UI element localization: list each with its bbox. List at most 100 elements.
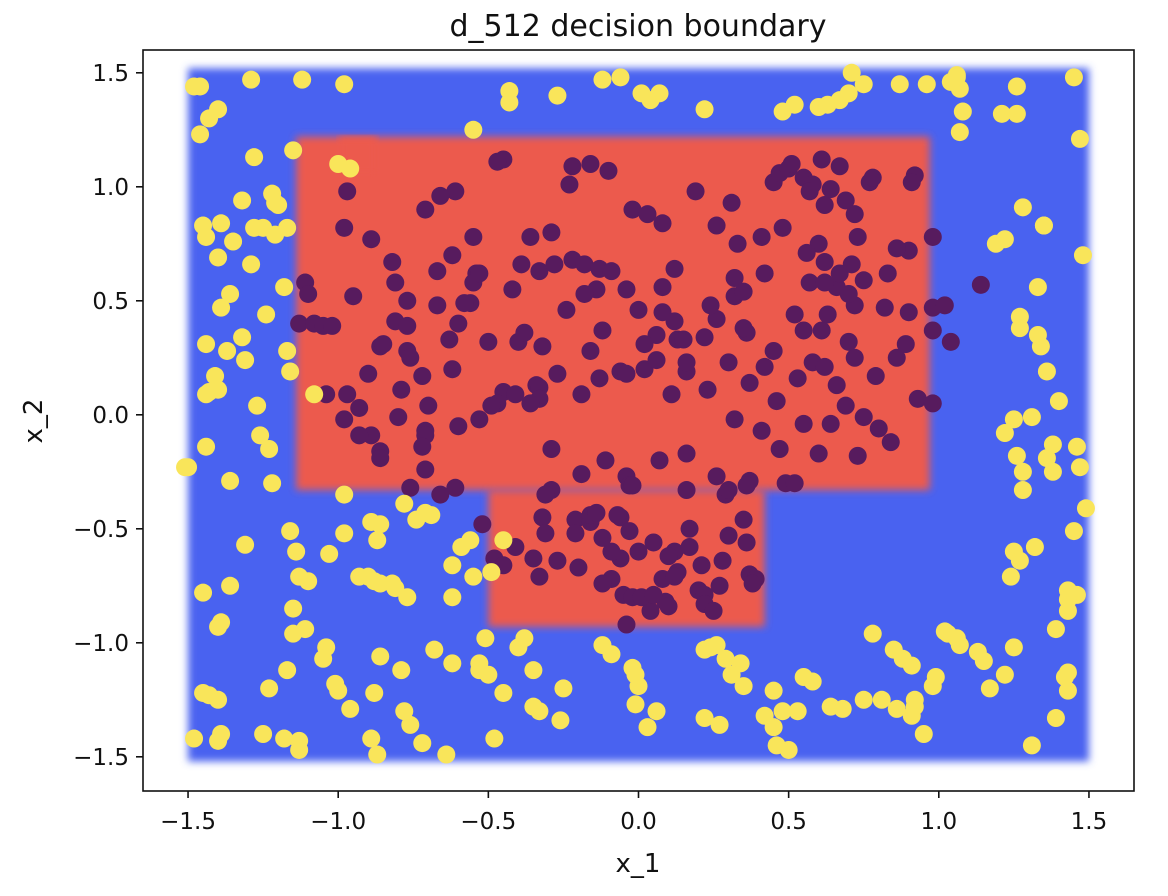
point-outer: [392, 661, 411, 680]
point-inner: [542, 440, 561, 458]
point-inner: [878, 264, 897, 283]
point-inner: [446, 182, 465, 201]
point-outer: [248, 396, 267, 415]
point-inner: [479, 332, 498, 351]
point-outer: [611, 68, 630, 87]
point-inner: [590, 369, 609, 388]
point-inner: [899, 303, 918, 322]
point-inner: [593, 528, 612, 547]
point-inner: [896, 335, 915, 354]
point-outer: [212, 298, 231, 317]
point-inner: [593, 574, 612, 593]
point-inner: [470, 410, 489, 429]
point-inner: [521, 227, 540, 246]
point-outer: [464, 120, 483, 139]
point-outer: [1007, 104, 1026, 123]
point-inner: [413, 367, 432, 386]
point-outer: [209, 617, 228, 636]
point-outer: [482, 563, 501, 582]
point-outer: [1028, 278, 1047, 297]
point-inner: [623, 200, 642, 219]
point-inner: [575, 255, 594, 274]
point-outer: [224, 232, 243, 251]
point-outer: [263, 474, 282, 493]
point-outer: [368, 745, 387, 764]
point-outer: [623, 658, 642, 677]
point-inner: [698, 380, 717, 399]
point-inner: [383, 253, 402, 272]
point-outer: [275, 278, 294, 297]
point-inner: [536, 485, 555, 504]
y-tick-label: 0.5: [92, 289, 129, 315]
point-inner: [707, 310, 726, 329]
point-outer: [710, 715, 729, 734]
point-outer: [1058, 681, 1077, 700]
point-inner: [941, 332, 960, 351]
point-outer: [470, 654, 489, 673]
point-inner: [710, 576, 729, 595]
point-outer: [992, 104, 1011, 123]
point-inner: [530, 262, 549, 281]
point-inner: [695, 328, 714, 347]
point-outer: [1043, 462, 1062, 481]
point-outer: [785, 95, 804, 114]
point-inner: [464, 227, 483, 246]
point-inner: [875, 298, 894, 317]
point-outer: [695, 100, 714, 119]
point-outer: [842, 63, 861, 82]
point-inner: [845, 348, 864, 367]
x-tick-label: 0.0: [620, 809, 657, 835]
point-outer: [854, 690, 873, 709]
point-inner: [653, 214, 672, 233]
point-inner: [887, 348, 906, 367]
point-outer: [1037, 362, 1056, 381]
point-inner: [617, 615, 636, 634]
point-inner: [413, 437, 432, 456]
point-inner: [665, 259, 684, 278]
point-inner: [887, 239, 906, 258]
point-inner: [524, 549, 543, 568]
point-outer: [257, 305, 276, 324]
point-inner: [707, 216, 726, 235]
point-outer: [218, 341, 237, 360]
point-inner: [935, 296, 954, 315]
point-outer: [953, 102, 972, 121]
point-outer: [290, 740, 309, 759]
point-inner: [815, 196, 834, 215]
point-inner: [842, 255, 861, 274]
point-outer: [236, 535, 255, 554]
point-outer: [1001, 567, 1020, 586]
point-outer: [278, 661, 297, 680]
point-inner: [881, 433, 900, 452]
point-inner: [743, 574, 762, 593]
point-inner: [701, 296, 720, 315]
point-outer: [968, 642, 987, 661]
point-outer: [551, 711, 570, 730]
point-outer: [251, 426, 270, 445]
point-outer: [1043, 435, 1062, 454]
point-inner: [542, 223, 561, 242]
point-outer: [476, 629, 495, 648]
point-inner: [338, 182, 357, 201]
point-inner: [812, 150, 831, 169]
point-inner: [704, 601, 723, 620]
point-inner: [815, 253, 834, 272]
point-outer: [887, 699, 906, 718]
point-inner: [686, 182, 705, 201]
point-inner: [344, 287, 363, 306]
point-inner: [401, 348, 420, 367]
point-outer: [524, 697, 543, 716]
point-inner: [725, 410, 744, 429]
point-outer: [221, 284, 240, 303]
point-outer: [386, 579, 405, 598]
point-inner: [290, 314, 309, 333]
point-inner: [821, 180, 840, 199]
point-outer: [638, 718, 657, 737]
point-inner: [866, 367, 885, 386]
point-outer: [1073, 246, 1092, 265]
x-tick-label: 1.0: [921, 809, 958, 835]
point-inner: [719, 481, 738, 500]
point-outer: [1013, 462, 1032, 481]
point-inner: [644, 585, 663, 604]
point-outer: [626, 695, 645, 714]
